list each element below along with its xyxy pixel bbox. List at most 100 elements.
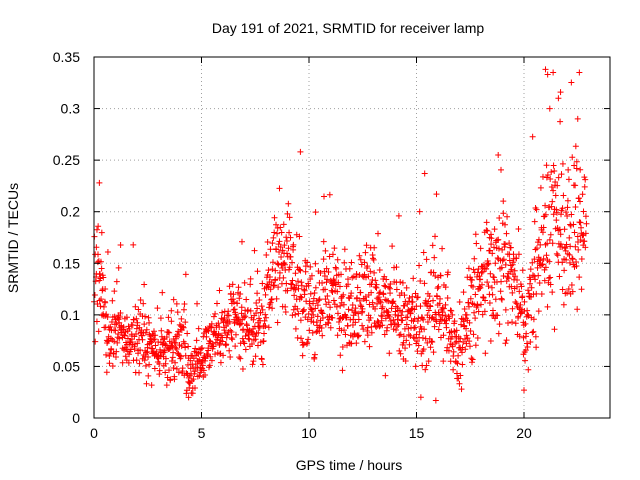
data-point [304,339,311,346]
data-point [553,250,560,257]
data-point [564,212,571,219]
data-point [430,297,437,304]
data-point [265,324,272,331]
data-point [276,269,283,276]
data-point [578,256,585,263]
data-point [421,326,428,333]
data-point [432,397,439,404]
data-point [582,213,589,220]
data-point [297,267,304,274]
data-point [510,259,517,266]
data-point [382,283,389,290]
data-point [259,280,266,287]
data-point [320,238,327,245]
data-point [440,332,447,339]
data-point [423,256,430,263]
data-point [150,328,157,335]
data-point [273,295,280,302]
data-point [475,308,482,315]
data-point [546,105,553,112]
data-point [117,242,124,249]
data-point [537,257,544,264]
data-point [379,303,386,310]
data-point [478,281,485,288]
data-point [111,288,118,295]
data-point [386,350,393,357]
data-point [559,286,566,293]
data-point [146,361,153,368]
data-point [352,309,359,316]
data-point [463,332,470,339]
data-point [442,284,449,291]
data-point [226,347,233,354]
data-point [491,315,498,322]
data-point [429,242,436,249]
data-point [473,240,480,247]
data-point [248,340,255,347]
data-point [140,300,147,307]
data-point [500,256,507,263]
data-point [581,183,588,190]
data-point [572,243,579,250]
data-point [235,284,242,291]
data-point [382,372,389,379]
data-point [420,249,427,256]
data-point [427,303,434,310]
data-point [282,303,289,310]
data-point [239,366,246,373]
data-point [180,306,187,313]
data-point [227,354,234,361]
data-point [467,295,474,302]
data-point [300,308,307,315]
data-point [205,328,212,335]
data-point [535,308,542,315]
data-point [145,372,152,379]
data-point [535,272,542,279]
data-point [483,219,490,226]
data-point [333,303,340,310]
data-point [456,380,463,387]
data-point [284,210,291,217]
data-point [372,277,379,284]
data-point [533,206,540,213]
data-point [574,115,581,122]
data-point [548,203,555,210]
data-point [225,312,232,319]
data-point [236,295,243,302]
data-point [532,246,539,253]
data-point [417,394,424,401]
data-point [582,230,589,237]
data-point [475,266,482,273]
data-point [100,274,107,281]
data-point [437,272,444,279]
data-point [495,151,502,158]
data-point [529,133,536,140]
data-point [523,340,530,347]
data-point [505,275,512,282]
data-point [324,276,331,283]
data-point [206,362,213,369]
data-point [348,340,355,347]
data-point [583,220,590,227]
data-point [98,296,105,303]
data-point [274,260,281,267]
data-point [229,281,236,288]
data-point [357,302,364,309]
data-point [482,297,489,304]
data-point [267,299,274,306]
data-point [170,349,177,356]
data-point [266,304,273,311]
data-point [134,319,141,326]
data-point [241,279,248,286]
data-point [498,166,505,173]
data-point [371,269,378,276]
data-point [163,334,170,341]
data-point [148,382,155,389]
data-point [199,345,206,352]
data-point [415,342,422,349]
data-point [577,166,584,173]
data-point [517,301,524,308]
data-point [473,273,480,280]
data-point [581,238,588,245]
data-point [470,331,477,338]
